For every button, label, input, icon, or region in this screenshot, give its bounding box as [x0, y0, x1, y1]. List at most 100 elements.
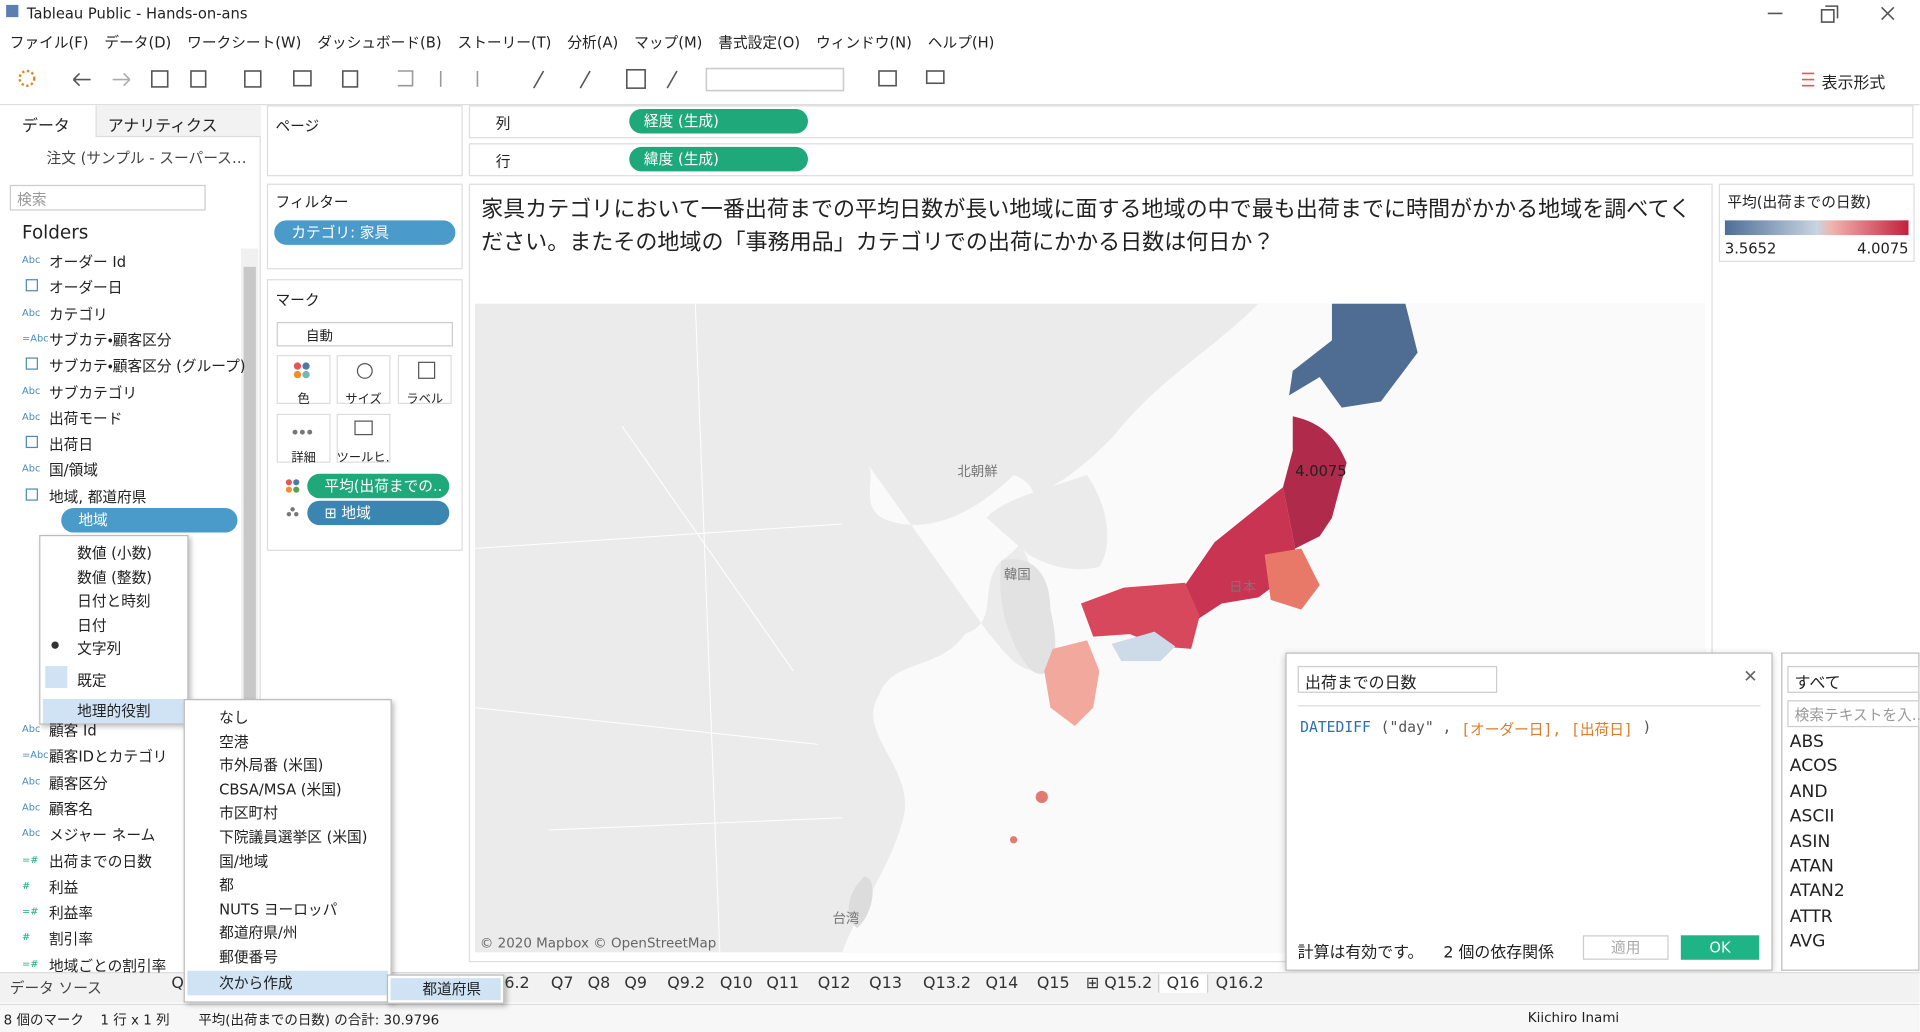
field[interactable]: 顧客 Id	[48, 722, 97, 740]
sheet-tab[interactable]: Q14	[985, 974, 1019, 993]
sheet-tab[interactable]: Q13	[869, 974, 902, 993]
sheet-tab[interactable]: Q9.2	[667, 974, 706, 993]
data-source[interactable]: 注文 (サンプル - スーパース…	[46, 149, 247, 167]
sheet-tab[interactable]: ⊞ Q15.2	[1085, 974, 1153, 993]
field[interactable]: メジャー ネーム	[48, 826, 156, 844]
create-from-item[interactable]: 都道府県	[390, 978, 501, 1001]
function-item[interactable]: ATAN	[1789, 856, 1834, 877]
field[interactable]: 出荷モード	[48, 409, 123, 427]
function-item[interactable]: ABS	[1789, 732, 1824, 752]
sheet-tab[interactable]: Q16.2	[1215, 974, 1264, 993]
geo-role-item[interactable]: 都	[219, 876, 234, 894]
function-search[interactable]	[1787, 700, 1920, 728]
detail-pill[interactable]: ⊞ 地域	[307, 500, 450, 526]
menu-item[interactable]: データ(D)	[104, 34, 172, 52]
field[interactable]: カテゴリ	[48, 305, 108, 323]
field[interactable]: 国/領域	[48, 462, 98, 480]
geo-role-item[interactable]: NUTS ヨーロッパ	[219, 900, 338, 918]
menu-item[interactable]: ファイル(F)	[9, 34, 89, 52]
mark-button[interactable]	[276, 413, 331, 463]
geo-role-item[interactable]: 空港	[219, 732, 249, 750]
menu-item[interactable]: ワークシート(W)	[187, 34, 302, 52]
context-menu-item[interactable]: 既定	[77, 672, 107, 690]
field[interactable]: サブカテ・顧客区分 (グループ)	[48, 357, 246, 375]
sheet-tab[interactable]: Q12	[817, 974, 851, 993]
geo-role-item[interactable]: 下院議員選挙区 (米国)	[219, 828, 368, 846]
function-item[interactable]: ACOS	[1789, 757, 1838, 777]
menu-item[interactable]: ストーリー(T)	[457, 34, 552, 52]
selected-field-pill[interactable]: 地域	[61, 508, 238, 533]
status-user[interactable]: Kiichiro Inami	[1527, 1009, 1620, 1026]
color-pill[interactable]: 平均(出荷までの..	[307, 473, 450, 499]
function-item[interactable]: ASIN	[1789, 831, 1831, 852]
field[interactable]: 利益率	[48, 904, 94, 922]
context-menu-item[interactable]: 日付	[77, 616, 107, 634]
field[interactable]: 地域ごとの割引率	[48, 956, 167, 975]
geo-role-item[interactable]: CBSA/MSA (米国)	[219, 780, 342, 798]
geo-role-item[interactable]: なし	[219, 708, 249, 726]
geo-role-item[interactable]: 国/地域	[219, 852, 269, 870]
function-filter[interactable]	[1787, 665, 1920, 693]
context-menu-item[interactable]: 文字列	[77, 640, 122, 658]
rows-pill[interactable]: 緯度 (生成)	[629, 146, 808, 172]
field[interactable]: 顧客IDとカテゴリ	[48, 748, 168, 766]
field[interactable]: オーダー Id	[48, 253, 127, 271]
sheet-tab[interactable]: Q16	[1158, 974, 1209, 993]
field[interactable]: 出荷までの日数	[48, 852, 152, 870]
sheet-tab[interactable]: Q	[171, 974, 184, 993]
menu-item[interactable]: ダッシュボード(B)	[317, 34, 442, 52]
sheet-tab[interactable]: Q13.2	[923, 974, 972, 993]
function-item[interactable]: AND	[1789, 782, 1828, 802]
context-menu-item[interactable]: 日付と時刻	[77, 592, 151, 610]
sheet-tab[interactable]: Q10	[719, 974, 753, 993]
field[interactable]: 割引率	[48, 930, 94, 949]
filter-pill[interactable]: カテゴリ: 家具	[274, 220, 456, 245]
menu-item[interactable]: ヘルプ(H)	[927, 34, 995, 52]
menu-item[interactable]: マップ(M)	[634, 34, 703, 52]
ok-button[interactable]: OK	[1680, 935, 1760, 960]
mark-type-dropdown[interactable]	[276, 321, 453, 347]
mark-button[interactable]	[397, 355, 452, 404]
context-menu-item[interactable]: 地理的役割	[42, 699, 185, 724]
field[interactable]: 顧客区分	[48, 774, 108, 792]
field[interactable]: サブカテ・顧客区分	[48, 331, 172, 349]
sheet-tab[interactable]: Q15	[1036, 974, 1070, 993]
geo-role-item[interactable]: 市外局番 (米国)	[219, 756, 324, 774]
dependencies[interactable]: 2 個の依存関係	[1443, 943, 1555, 963]
field[interactable]: サブカテゴリ	[48, 383, 138, 401]
analytics-tab[interactable]: アナリティクス	[107, 117, 218, 136]
field[interactable]: 出荷日	[48, 435, 94, 454]
sheet-tab[interactable]: 6.2	[504, 974, 530, 993]
geo-role-item[interactable]: 郵便番号	[219, 948, 278, 966]
mark-button[interactable]	[276, 355, 331, 404]
columns-pill[interactable]: 経度 (生成)	[629, 108, 808, 134]
function-item[interactable]: ASCII	[1789, 806, 1835, 827]
function-item[interactable]: AVG	[1789, 931, 1826, 952]
sheet-tab[interactable]: Q7	[550, 974, 574, 993]
geo-role-item[interactable]: 市区町村	[219, 804, 278, 822]
mark-button[interactable]	[336, 413, 391, 463]
function-item[interactable]: ATAN2	[1789, 881, 1845, 902]
field[interactable]: 顧客名	[48, 800, 94, 818]
context-menu-item[interactable]: 数値 (小数)	[77, 544, 153, 562]
field[interactable]: オーダー日	[48, 279, 123, 297]
menu-item[interactable]: 分析(A)	[567, 34, 619, 52]
data-tab[interactable]: データ	[22, 117, 70, 136]
menu-item[interactable]: ウィンドウ(N)	[815, 34, 912, 52]
sheet-tab[interactable]: Q9	[624, 974, 648, 993]
sheet-tab[interactable]: Q8	[587, 974, 611, 993]
menu-item[interactable]: 書式設定(O)	[718, 34, 801, 52]
mark-button[interactable]	[336, 355, 391, 404]
geo-role-item[interactable]: 都道府県/州	[219, 924, 298, 942]
show-me-button[interactable]: 表示形式	[1821, 74, 1886, 94]
field[interactable]: 利益	[48, 878, 79, 896]
geo-role-item[interactable]: 次から作成	[187, 970, 389, 996]
close-button[interactable]: ✕	[1743, 667, 1758, 687]
data-source-tab[interactable]: データ ソース	[9, 979, 102, 997]
field[interactable]: 地域, 都道府県	[48, 488, 147, 506]
function-item[interactable]: ATTR	[1789, 906, 1833, 927]
calc-name-box[interactable]	[1297, 665, 1498, 693]
apply-button[interactable]: 適用	[1582, 935, 1669, 960]
search-box[interactable]	[9, 184, 206, 211]
sheet-tab[interactable]: Q11	[766, 974, 800, 993]
